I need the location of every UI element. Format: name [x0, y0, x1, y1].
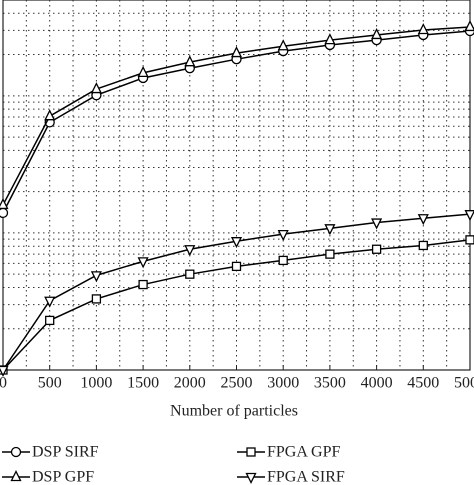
x-tick-label: 1500	[127, 375, 159, 392]
x-tick-label: 2000	[174, 375, 206, 392]
marker	[230, 237, 243, 249]
marker	[417, 214, 429, 226]
marker	[417, 23, 429, 35]
marker	[464, 19, 474, 32]
marker	[278, 255, 288, 266]
x-axis-label: Number of particles	[170, 403, 298, 420]
legend-label: DSP SIRF	[32, 444, 99, 461]
marker	[184, 55, 196, 67]
marker	[137, 257, 149, 269]
marker	[138, 279, 148, 290]
marker	[465, 235, 474, 245]
marker	[464, 210, 474, 222]
marker	[245, 472, 257, 484]
marker	[184, 245, 196, 257]
marker	[418, 240, 428, 251]
marker	[231, 261, 242, 272]
marker	[10, 446, 22, 458]
marker	[90, 82, 102, 94]
marker	[10, 470, 22, 482]
x-tick-label: 0	[0, 375, 7, 392]
marker	[44, 296, 56, 308]
marker	[324, 224, 336, 236]
marker	[0, 197, 9, 210]
marker	[325, 249, 335, 259]
marker	[137, 65, 149, 78]
marker	[0, 207, 9, 219]
x-tick-label: 3500	[314, 375, 346, 392]
legend-label: DSP GPF	[32, 469, 94, 485]
marker	[44, 109, 56, 121]
marker	[324, 33, 336, 45]
x-tick-label: 4000	[361, 375, 393, 392]
x-tick-label: 3000	[267, 375, 299, 392]
marker	[371, 244, 382, 254]
marker	[246, 447, 256, 457]
legend-label: FPGA GPF	[267, 444, 340, 461]
marker	[277, 229, 289, 242]
marker	[185, 269, 195, 279]
marker	[371, 218, 383, 230]
marker	[45, 315, 55, 326]
x-tick-label: 1000	[80, 375, 112, 392]
legend-label: FPGA SIRF	[267, 469, 345, 485]
marker	[0, 365, 9, 377]
marker	[91, 294, 102, 304]
marker	[371, 27, 383, 40]
x-tick-label: 2500	[221, 375, 253, 392]
x-tick-label: 500	[38, 375, 62, 392]
x-tick-label: 5000	[454, 375, 474, 392]
x-tick-label: 4500	[407, 375, 439, 392]
marker	[230, 46, 243, 58]
marker	[90, 271, 102, 283]
marker	[277, 39, 289, 51]
